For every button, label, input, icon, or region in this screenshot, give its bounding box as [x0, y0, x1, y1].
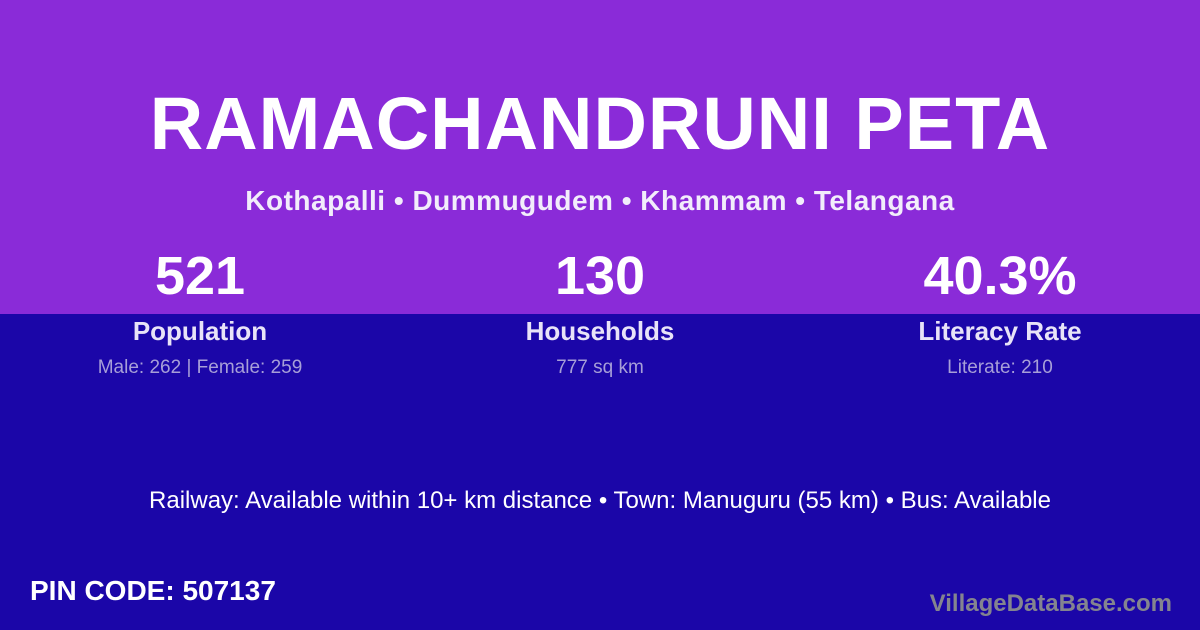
stats-row: 521 Population Male: 262 | Female: 259 1…	[0, 246, 1200, 380]
stat-households: 130 Households 777 sq km	[400, 246, 800, 380]
households-value: 130	[554, 246, 646, 306]
pin-code-value: 507137	[182, 575, 276, 606]
village-title: RAMACHANDRUNI PETA	[149, 82, 1051, 165]
location-breadcrumb: Kothapalli • Dummugudem • Khammam • Tela…	[245, 185, 955, 216]
pin-code-label: PIN CODE:	[30, 575, 175, 606]
literacy-rate-label: Literacy Rate	[918, 316, 1082, 346]
population-label: Population	[132, 316, 268, 346]
stat-population: 521 Population Male: 262 | Female: 259	[0, 246, 400, 380]
stat-literacy: 40.3% Literacy Rate Literate: 210	[800, 246, 1200, 380]
watermark-site-name: VillageDataBase.com	[929, 590, 1172, 617]
pin-code: PIN CODE: 507137	[30, 574, 276, 608]
card-header: RAMACHANDRUNI PETA Kothapalli • Dummugud…	[0, 84, 1200, 218]
population-gender-split: Male: 262 | Female: 259	[97, 357, 303, 378]
population-value: 521	[154, 246, 246, 306]
literate-count: Literate: 210	[947, 357, 1053, 378]
purple-top-band	[0, 0, 1200, 314]
households-label: Households	[525, 316, 675, 346]
area-value: 777 sq km	[556, 357, 644, 378]
literacy-rate-value: 40.3%	[923, 246, 1077, 306]
transport-info-line: Railway: Available within 10+ km distanc…	[149, 487, 1051, 514]
